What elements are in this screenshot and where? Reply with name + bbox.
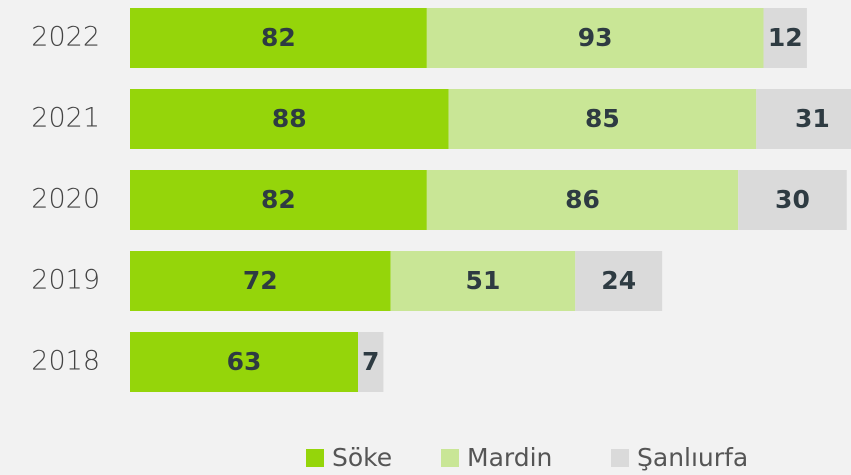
- value-label: 30: [775, 185, 810, 214]
- category-label: 2018: [31, 346, 100, 377]
- value-label: 24: [601, 266, 636, 295]
- category-label: 2022: [31, 22, 100, 53]
- value-label: 85: [585, 104, 620, 133]
- category-label: 2019: [31, 265, 100, 296]
- bar-segment: [130, 8, 427, 68]
- bar-segment: [756, 89, 851, 149]
- value-label: 82: [261, 185, 296, 214]
- value-label: 86: [565, 185, 600, 214]
- legend-swatch: [306, 449, 324, 467]
- bar-segment: [426, 170, 739, 230]
- value-label: 82: [261, 23, 296, 52]
- value-label: 63: [227, 347, 262, 376]
- value-label: 31: [795, 104, 830, 133]
- value-label: 72: [243, 266, 278, 295]
- legend-swatch: [441, 449, 459, 467]
- value-label: 12: [768, 23, 803, 52]
- bar-segment: [130, 251, 391, 311]
- bar-segment: [390, 251, 576, 311]
- bar-segment: [130, 170, 427, 230]
- value-label: 7: [362, 347, 379, 376]
- legend-label: Şanlıurfa: [637, 443, 748, 472]
- bar-segment: [575, 251, 663, 311]
- legend-swatch: [611, 449, 629, 467]
- bar-segment: [130, 332, 359, 392]
- value-label: 51: [466, 266, 501, 295]
- category-label: 2020: [31, 184, 100, 215]
- bar-segment: [738, 170, 847, 230]
- bar-segment: [763, 8, 807, 68]
- bar-segment: [358, 332, 384, 392]
- legend-label: Mardin: [467, 443, 552, 472]
- value-label: 88: [272, 104, 307, 133]
- legend-label: Söke: [332, 443, 392, 472]
- category-label: 2021: [31, 103, 100, 134]
- bar-segment: [448, 89, 757, 149]
- value-label: 93: [578, 23, 613, 52]
- bar-segment: [426, 8, 764, 68]
- bar-segment: [130, 89, 449, 149]
